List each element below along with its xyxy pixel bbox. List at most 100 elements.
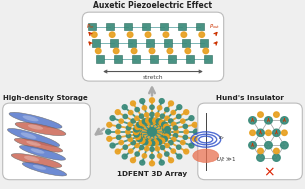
Circle shape <box>185 48 191 54</box>
Circle shape <box>281 117 288 124</box>
Circle shape <box>162 122 167 127</box>
Ellipse shape <box>30 148 45 154</box>
Circle shape <box>123 114 127 119</box>
Circle shape <box>134 132 139 137</box>
Bar <box>200 39 208 47</box>
Circle shape <box>137 122 142 127</box>
Circle shape <box>160 124 164 128</box>
Bar <box>160 23 168 30</box>
Ellipse shape <box>7 129 59 147</box>
Circle shape <box>109 32 115 37</box>
Circle shape <box>128 110 133 115</box>
Circle shape <box>128 149 133 153</box>
Bar <box>182 39 190 47</box>
Circle shape <box>266 130 271 136</box>
Circle shape <box>137 130 141 134</box>
Circle shape <box>203 48 209 54</box>
Circle shape <box>92 32 97 37</box>
Circle shape <box>123 145 127 149</box>
Circle shape <box>157 106 162 110</box>
Text: $\varepsilon_r$: $\varepsilon_r$ <box>218 134 225 142</box>
Circle shape <box>142 119 148 124</box>
Circle shape <box>148 128 156 136</box>
Circle shape <box>122 105 127 109</box>
Circle shape <box>107 136 112 141</box>
Circle shape <box>258 112 263 117</box>
Circle shape <box>115 149 120 154</box>
FancyBboxPatch shape <box>82 12 224 81</box>
Circle shape <box>131 48 137 54</box>
Circle shape <box>177 154 182 159</box>
Circle shape <box>162 134 166 138</box>
Circle shape <box>137 136 142 142</box>
Circle shape <box>165 108 169 112</box>
Bar <box>146 39 154 47</box>
Circle shape <box>134 127 139 132</box>
Bar <box>196 23 204 30</box>
Circle shape <box>181 32 187 37</box>
Bar <box>96 55 104 63</box>
Ellipse shape <box>23 115 38 121</box>
Circle shape <box>149 98 155 103</box>
Circle shape <box>177 105 182 109</box>
Bar <box>88 23 96 30</box>
Circle shape <box>171 122 176 126</box>
Circle shape <box>169 141 173 145</box>
Circle shape <box>116 130 120 134</box>
Circle shape <box>177 145 181 149</box>
Circle shape <box>156 139 162 145</box>
Circle shape <box>184 149 189 154</box>
Circle shape <box>135 152 139 156</box>
Bar <box>186 55 194 63</box>
Circle shape <box>169 158 174 163</box>
Circle shape <box>153 140 158 146</box>
Circle shape <box>181 140 185 145</box>
Circle shape <box>258 148 263 154</box>
Circle shape <box>128 137 132 142</box>
Circle shape <box>257 129 264 136</box>
Circle shape <box>150 154 154 159</box>
Circle shape <box>142 122 146 126</box>
Circle shape <box>145 147 149 151</box>
Circle shape <box>159 120 165 125</box>
Circle shape <box>249 142 256 149</box>
Circle shape <box>128 122 132 126</box>
Circle shape <box>149 161 155 166</box>
Circle shape <box>174 130 178 134</box>
Circle shape <box>158 122 162 126</box>
Circle shape <box>106 129 111 134</box>
Circle shape <box>169 101 174 106</box>
Circle shape <box>165 127 170 132</box>
Circle shape <box>163 132 167 136</box>
Circle shape <box>159 99 164 103</box>
Circle shape <box>117 135 121 139</box>
Circle shape <box>110 143 115 148</box>
Bar <box>128 39 136 47</box>
Text: $\times$: $\times$ <box>263 165 274 179</box>
Circle shape <box>274 148 279 154</box>
Circle shape <box>250 130 255 136</box>
Ellipse shape <box>14 138 63 152</box>
Circle shape <box>156 119 162 124</box>
Circle shape <box>167 48 173 54</box>
Circle shape <box>135 143 139 148</box>
Bar <box>132 55 140 63</box>
Circle shape <box>145 113 149 117</box>
Circle shape <box>193 129 198 134</box>
Ellipse shape <box>11 153 62 167</box>
Ellipse shape <box>24 156 39 161</box>
Circle shape <box>177 114 181 119</box>
Ellipse shape <box>15 122 66 136</box>
Circle shape <box>131 141 135 145</box>
Bar <box>164 39 172 47</box>
Text: Auxetic Piezoelectric Effect: Auxetic Piezoelectric Effect <box>94 1 213 10</box>
Circle shape <box>139 120 145 125</box>
Circle shape <box>113 48 119 54</box>
Bar <box>114 55 122 63</box>
Circle shape <box>156 138 160 143</box>
FancyBboxPatch shape <box>198 103 302 180</box>
Text: $P_{in}$: $P_{in}$ <box>86 22 95 31</box>
Circle shape <box>171 149 175 153</box>
Bar <box>150 55 158 63</box>
Ellipse shape <box>21 132 36 139</box>
